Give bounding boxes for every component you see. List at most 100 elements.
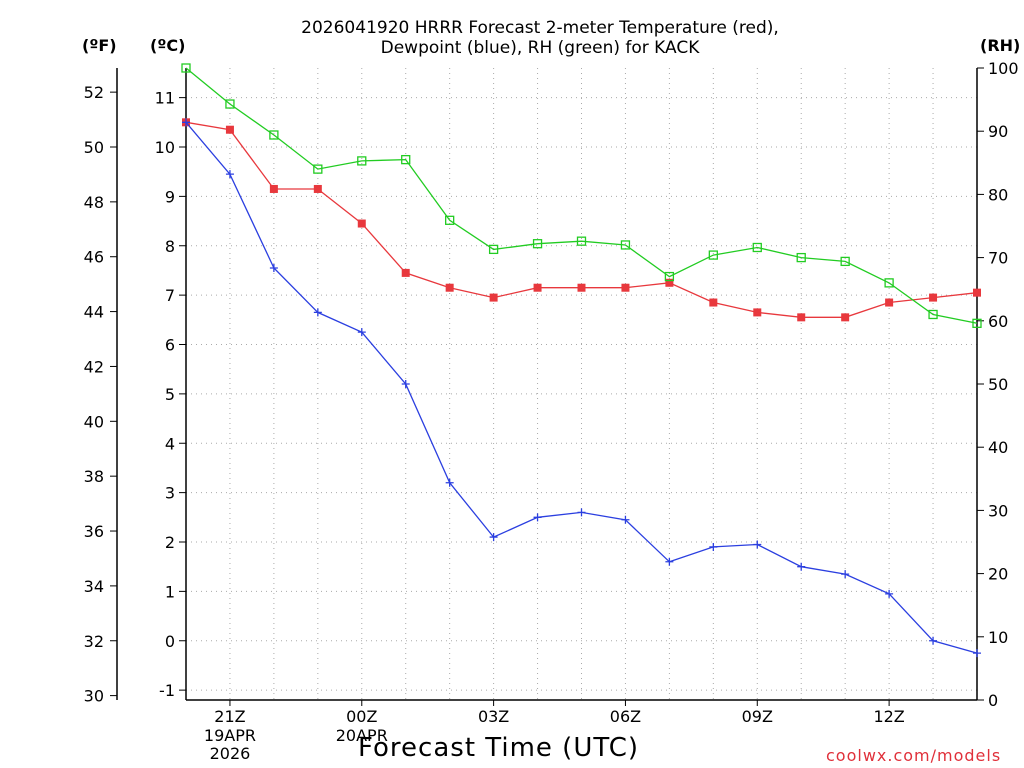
temperature-point <box>621 283 630 292</box>
temperature-point <box>841 313 850 322</box>
rh-point <box>401 154 411 165</box>
fahrenheit-tick-label: 44 <box>84 303 104 322</box>
celsius-tick-label: 0 <box>165 632 175 651</box>
x-tick-label: 21Z <box>214 707 245 726</box>
dewpoint-point <box>797 562 806 571</box>
fahrenheit-tick-label: 50 <box>84 138 104 157</box>
x-tick-sublabel: 19APR <box>204 726 256 745</box>
rh-point <box>445 215 455 225</box>
rh-point <box>664 271 675 282</box>
x-tick-label: 09Z <box>742 707 773 726</box>
fahrenheit-tick-label: 32 <box>84 632 104 651</box>
temperature-point <box>665 278 674 287</box>
rh-point <box>269 130 279 140</box>
temperature-point <box>709 298 718 307</box>
rh-point <box>576 236 587 246</box>
temperature-point <box>885 298 894 307</box>
temperature-point <box>973 288 981 297</box>
temperature-point <box>577 283 586 292</box>
celsius-tick-label: 2 <box>165 533 175 552</box>
x-tick-label: 06Z <box>610 707 641 726</box>
rh-tick-label: 70 <box>988 249 1008 268</box>
celsius-tick-label: 1 <box>165 582 175 601</box>
temperature-point <box>269 184 278 193</box>
rh-point <box>313 164 323 174</box>
temperature-point <box>929 293 938 302</box>
temperature-point <box>753 308 762 317</box>
rh-point <box>752 242 762 253</box>
rh-tick-label: 40 <box>988 438 1008 457</box>
temperature-point <box>401 268 410 277</box>
rh-tick-label: 100 <box>988 59 1019 78</box>
dewpoint-point <box>577 508 586 517</box>
x-axis-title: Forecast Time (UTC) <box>358 733 640 763</box>
rh-point <box>796 252 806 263</box>
series-layer <box>181 63 982 658</box>
fahrenheit-unit-label: (ºF) <box>82 36 117 55</box>
dewpoint-point <box>621 515 630 524</box>
rh-point <box>972 318 982 328</box>
rh-point <box>840 256 850 267</box>
rh-tick-label: 0 <box>988 691 998 710</box>
fahrenheit-tick-label: 48 <box>84 193 104 212</box>
dewpoint-point <box>489 533 498 542</box>
grid-lines <box>186 68 977 700</box>
rh-point <box>357 156 367 166</box>
fahrenheit-tick-label: 38 <box>84 467 104 486</box>
rh-point <box>532 239 543 249</box>
celsius-unit-label: (ºC) <box>150 36 186 55</box>
dewpoint-point <box>313 308 322 317</box>
dewpoint-point <box>709 542 718 551</box>
chart-title-line2: Dewpoint (blue), RH (green) for KACK <box>380 38 700 58</box>
celsius-tick-label: 7 <box>165 286 175 305</box>
celsius-tick-label: 8 <box>165 237 175 256</box>
rh-point <box>181 63 191 73</box>
x-tick-sublabel: 2026 <box>210 744 251 763</box>
temperature-point <box>533 283 542 292</box>
rh-point <box>225 99 235 109</box>
rh-tick-label: 20 <box>988 565 1008 584</box>
fahrenheit-tick-label: 42 <box>84 357 104 376</box>
temperature-point <box>313 184 322 193</box>
rh-point <box>708 250 718 260</box>
rh-point <box>488 244 499 255</box>
x-tick-label: 03Z <box>478 707 509 726</box>
temperature-point <box>797 313 806 322</box>
dewpoint-point <box>753 540 762 549</box>
fahrenheit-tick-label: 36 <box>84 522 104 541</box>
fahrenheit-tick-label: 52 <box>84 83 104 102</box>
rh-tick-label: 90 <box>988 122 1008 141</box>
fahrenheit-tick-label: 34 <box>84 577 104 596</box>
x-tick-label: 12Z <box>873 707 904 726</box>
rh-tick-label: 80 <box>988 185 1008 204</box>
rh-tick-label: 10 <box>988 628 1008 647</box>
celsius-tick-label: 6 <box>165 336 175 355</box>
dewpoint-point <box>533 513 542 522</box>
rh-tick-label: 30 <box>988 501 1008 520</box>
dewpoint-point <box>445 478 454 487</box>
celsius-tick-label: 4 <box>165 434 175 453</box>
temperature-point <box>225 125 234 134</box>
rh-tick-label: 60 <box>988 312 1008 331</box>
temperature-point <box>489 293 498 302</box>
dewpoint-point <box>182 118 190 127</box>
credit-text: coolwx.com/models <box>826 746 1002 765</box>
x-tick-label: 00Z <box>346 707 377 726</box>
rh-line <box>185 67 978 324</box>
fahrenheit-tick-label: 40 <box>84 412 104 431</box>
dewpoint-point <box>929 636 938 645</box>
x-tick-sublabel: 20APR <box>336 726 388 745</box>
temperature-point <box>357 219 366 228</box>
celsius-tick-label: 9 <box>165 187 175 206</box>
axes: -101234567891011303234363840424446485052… <box>84 59 1019 763</box>
celsius-tick-label: -1 <box>159 681 175 700</box>
dewpoint-point <box>973 649 981 658</box>
dewpoint-point <box>357 328 366 337</box>
fahrenheit-tick-label: 30 <box>84 687 104 706</box>
chart-title-line1: 2026041920 HRRR Forecast 2-meter Tempera… <box>301 18 779 38</box>
dewpoint-point <box>225 170 234 179</box>
dewpoint-point <box>401 380 410 388</box>
temperature-point <box>445 283 454 292</box>
celsius-tick-label: 5 <box>165 385 175 404</box>
